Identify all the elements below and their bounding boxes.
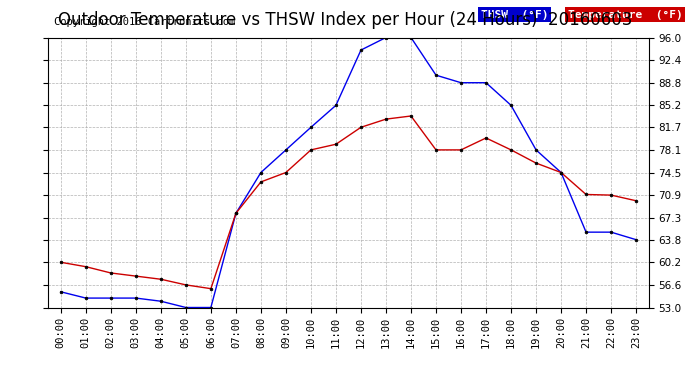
Text: Outdoor Temperature vs THSW Index per Hour (24 Hours)  20160603: Outdoor Temperature vs THSW Index per Ho… xyxy=(58,11,632,29)
Text: THSW  (°F): THSW (°F) xyxy=(480,9,548,20)
Text: Temperature  (°F): Temperature (°F) xyxy=(568,9,682,20)
Text: Copyright 2016 Cartronics.com: Copyright 2016 Cartronics.com xyxy=(55,17,235,27)
